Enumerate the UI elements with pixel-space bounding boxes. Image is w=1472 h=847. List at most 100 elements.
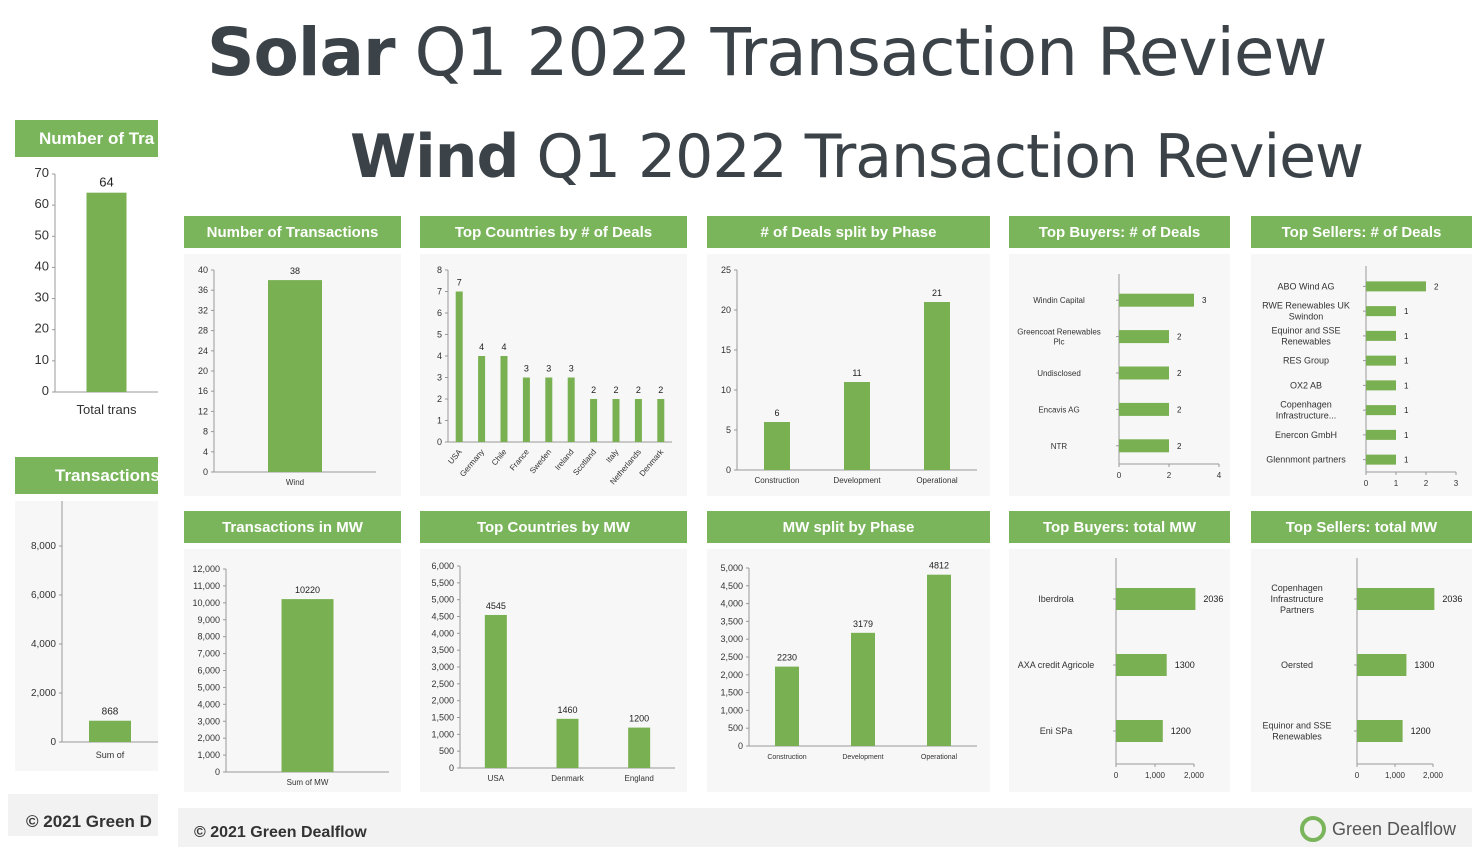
- bar: [634, 399, 642, 442]
- y-tick-label: 3: [437, 373, 442, 383]
- bar: [556, 718, 579, 768]
- wind-title: Wind Q1 2022 Transaction Review: [350, 122, 1364, 192]
- x-tick-label: 0: [1114, 771, 1119, 780]
- y-tick-label: 16: [198, 386, 208, 396]
- logo-text: Green Dealflow: [1332, 818, 1457, 839]
- data-label: 2: [636, 385, 641, 395]
- footer-copyright: © 2021 Green Dealflow: [194, 824, 367, 841]
- bar: [1366, 454, 1396, 465]
- x-tick-label: Denmark: [638, 447, 666, 478]
- data-label: 4: [501, 342, 506, 352]
- x-tick-label: Development: [842, 754, 883, 761]
- countries-deals-panel: 0 1 2 3 4 5 6 7 8 7 USA 4 Germany 4 Chile 3 France 3 Swede…: [420, 254, 687, 496]
- y-tick-label: 6,000: [197, 666, 220, 676]
- y-tick-label: Windin Capital: [1033, 296, 1085, 305]
- x-tick-label: Wind: [286, 478, 304, 487]
- bar: [1119, 366, 1169, 380]
- x-tick-label: 0: [1355, 771, 1360, 780]
- y-tick-label: 20: [721, 305, 731, 315]
- y-tick-label: 5,000: [720, 563, 743, 573]
- y-tick-label: 2: [437, 394, 442, 404]
- y-tick-label: 40: [198, 265, 208, 275]
- data-label: 1: [1404, 406, 1409, 415]
- y-tick-label: Equinor and SSE: [1271, 325, 1340, 335]
- bar: [455, 291, 463, 442]
- bar: [1366, 330, 1396, 341]
- y-tick-label: 5,000: [431, 595, 454, 605]
- green-dealflow-logo: Green Dealflow: [1300, 816, 1456, 842]
- y-tick-label: 2,000: [431, 696, 454, 706]
- data-label: 6: [774, 408, 779, 418]
- x-tick-label: 2,000: [1184, 771, 1205, 780]
- y-tick-label: 4: [203, 447, 208, 457]
- solar-footer-bar: © 2021 Green D: [8, 794, 158, 836]
- x-tick-label: Construction: [755, 476, 800, 485]
- data-label: 3: [546, 364, 551, 374]
- y-tick-label: 12,000: [192, 564, 220, 574]
- data-label: 2: [1177, 442, 1182, 451]
- data-label: 2: [1434, 282, 1439, 291]
- y-tick-label: 1: [437, 416, 442, 426]
- data-label: 1200: [1411, 726, 1431, 736]
- x-tick-label: 1,000: [1145, 771, 1166, 780]
- solar-title: Solar Q1 2022 Transaction Review: [207, 14, 1327, 91]
- y-tick-label: 4: [437, 351, 442, 361]
- y-tick-label: 8: [203, 427, 208, 437]
- y-tick-label: Greencoat Renewables: [1017, 328, 1101, 337]
- y-tick-label: Plc: [1053, 338, 1064, 347]
- y-tick-label: 4,000: [431, 628, 454, 638]
- solar-count-chart: 0 10 20 30 40 50 60 70 64 Total trans: [35, 165, 158, 417]
- data-label: 4812: [929, 561, 949, 571]
- sellers-mw-panel: 0 1,000 2,000 2036 Copenhagen Infrastructure P…: [1251, 549, 1472, 792]
- y-tick-label: NTR: [1051, 442, 1068, 451]
- bar: [927, 574, 951, 746]
- y-tick-label: 1,000: [431, 729, 454, 739]
- data-label: 64: [99, 175, 113, 190]
- bar: [484, 614, 507, 768]
- header-top-countries-mw: Top Countries by MW: [420, 511, 687, 543]
- y-tick-label: 1,000: [720, 705, 743, 715]
- bar: [545, 377, 553, 442]
- bar: [1366, 281, 1426, 292]
- data-label: 3179: [853, 619, 873, 629]
- y-tick-label: 4,000: [197, 699, 220, 709]
- y-tick-label: 3,500: [720, 616, 743, 626]
- y-tick-label: 12: [198, 406, 208, 416]
- y-tick-label: 28: [198, 326, 208, 336]
- sellers-mw-chart: 0 1,000 2,000 2036 CopenhagenInfrastructureP…: [1262, 558, 1462, 780]
- deals-phase-chart: 0 5 10 15 20 25 6 Construction 11 Development 21 Op…: [721, 265, 977, 485]
- logo-ring-icon: [1300, 816, 1326, 842]
- y-tick-label: 1,000: [197, 750, 220, 760]
- y-tick-label: 9,000: [197, 615, 220, 625]
- x-tick-label: 3: [1454, 479, 1459, 488]
- mw-phase-panel: 0 500 1,000 1,500 2,000 2,500 3,000 3,500 4,000 4…: [707, 549, 990, 792]
- x-tick-label: Scotland: [571, 448, 598, 478]
- data-label: 4: [479, 342, 484, 352]
- y-tick-label: 6,000: [431, 561, 454, 571]
- bar: [478, 356, 486, 442]
- buyers-deals-panel: 0 2 4 3 Windin Capital 2 Greencoat Renewables P…: [1009, 254, 1230, 496]
- solar-mw-chart: 0 2,000 4,000 6,000 8,000 868 Sum of: [31, 501, 158, 760]
- header-top-sellers-mw: Top Sellers: total MW: [1251, 511, 1472, 543]
- y-tick-label: 50: [35, 227, 49, 242]
- x-tick-label: Sum of: [96, 750, 125, 760]
- x-tick-label: Ireland: [553, 448, 576, 473]
- bar: [268, 280, 322, 472]
- y-tick-label: Glennmont partners: [1266, 455, 1346, 465]
- y-tick-label: 10: [721, 385, 731, 395]
- x-tick-label: 1,000: [1385, 771, 1406, 780]
- wind-mw-panel: 0 1,000 2,000 3,000 4,000 5,000 6,000 7,000 8,00…: [184, 549, 401, 792]
- data-label: 2: [1177, 333, 1182, 342]
- y-tick-label: 0: [50, 737, 56, 748]
- solar-count-panel: Number of Tra 0 10 20 30 40 50 60 70 64 Total tra…: [0, 120, 158, 430]
- solar-mw-header: Transactions: [15, 457, 158, 494]
- countries-deals-chart: 0123456787USA4Germany4Chile3France3Swede…: [437, 265, 672, 486]
- y-tick-label: 70: [35, 165, 49, 180]
- bar: [1366, 429, 1396, 440]
- y-tick-label: OX2 AB: [1290, 380, 1322, 390]
- y-tick-label: 3,500: [431, 645, 454, 655]
- y-tick-label: 5: [437, 330, 442, 340]
- bar: [764, 422, 790, 470]
- bar: [522, 377, 530, 442]
- y-tick-label: Renewables: [1272, 732, 1322, 742]
